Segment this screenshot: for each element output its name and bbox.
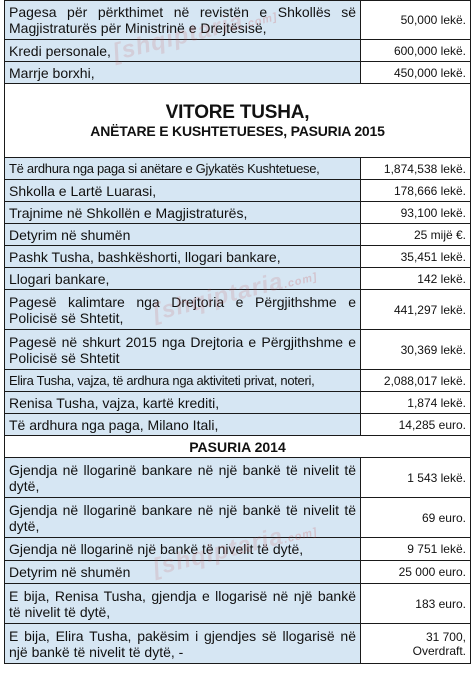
table-row: Pagesë në shkurt 2015 nga Drejtoria e Pë… [4,329,471,370]
row-value: 9 751 lekë. [360,537,471,561]
row-label: Elira Tusha, vajza, të ardhura nga aktiv… [4,369,361,392]
row-label: Detyrim në shumën [4,560,361,584]
row-label: Të ardhura nga paga si anëtare e Gjykatë… [4,157,361,180]
table-row: Të ardhura nga paga si anëtare e Gjykatë… [4,157,471,180]
row-value: 600,000 lekë. [360,39,471,62]
row-label: Pagesë kalimtare nga Drejtoria e Përgjit… [4,289,361,330]
row-label: Gjendja në llogarinë bankare në një bank… [4,497,361,538]
row-label: Pashk Tusha, bashkëshorti, llogari banka… [4,245,361,268]
row-label: Pagesë në shkurt 2015 nga Drejtoria e Pë… [4,329,361,370]
row-label: Të ardhura nga paga, Milano Itali, [4,413,361,436]
heading-row: VITORE TUSHA, ANËTARE E KUSHTETUESES, PA… [4,83,471,158]
table-row: Pashk Tusha, bashkëshorti, llogari banka… [4,245,471,268]
row-value: 441,297 lekë. [360,289,471,330]
row-value: 1 543 lekë. [360,457,471,498]
row-label: Gjendja në llogarinë bankare në një bank… [4,457,361,498]
value-line: Overdraft. [412,643,466,658]
row-value: 25 mijë €. [360,223,471,246]
table-row: Llogari bankare, 142 lekë. [4,267,471,290]
table-row: Gjendja në llogarinë një bankë të niveli… [4,537,471,561]
heading-name: VITORE TUSHA, [165,102,310,123]
table-row: E bija, Renisa Tusha, gjendja e llogaris… [4,583,471,624]
row-label: Kredi personale, [4,39,361,62]
row-value: 69 euro. [360,497,471,538]
row-value: 30,369 lekë. [360,329,471,370]
row-label: Gjendja në llogarinë një bankë të niveli… [4,537,361,561]
table-row: Kredi personale, 600,000 lekë. [4,39,471,62]
row-value: 25 000 euro. [360,560,471,584]
asset-declaration-table: Pagesa për përkthimet në revistën e Shko… [4,0,471,664]
table-row: Pagesa për përkthimet në revistën e Shko… [4,0,471,40]
row-value: 183 euro. [360,583,471,624]
row-value: 178,666 lekë. [360,179,471,202]
table-row: Gjendja në llogarinë bankare në një bank… [4,497,471,538]
row-value: 14,285 euro. [360,413,471,436]
table-row: Detyrim në shumën 25 mijë €. [4,223,471,246]
table-row: Renisa Tusha, vajza, kartë krediti, 1,87… [4,391,471,414]
row-label: Pagesa për përkthimet në revistën e Shko… [4,0,361,40]
section-heading: VITORE TUSHA, ANËTARE E KUSHTETUESES, PA… [4,83,471,158]
row-label: E bija, Elira Tusha, pakësim i gjendjes … [4,623,361,664]
row-value: 1,874,538 lekë. [360,157,471,180]
value-line: 31 700, [425,629,466,644]
row-label: Marrje borxhi, [4,61,361,84]
row-value: 1,874 lekë. [360,391,471,414]
row-value: 450,000 lekë. [360,61,471,84]
row-value: 35,451 lekë. [360,245,471,268]
table-row: Pagesë kalimtare nga Drejtoria e Përgjit… [4,289,471,330]
table-row: Trajnime në Shkollën e Magjistraturës, 9… [4,201,471,224]
table-row: Gjendja në llogarinë bankare në një bank… [4,457,471,498]
row-value: 93,100 lekë. [360,201,471,224]
row-value: 142 lekë. [360,267,471,290]
row-value: 2,088,017 lekë. [360,369,471,392]
heading-subtitle: ANËTARE E KUSHTETUESES, PASURIA 2015 [90,123,385,139]
table-row: Shkolla e Lartë Luarasi, 178,666 lekë. [4,179,471,202]
table-row: Elira Tusha, vajza, të ardhura nga aktiv… [4,369,471,392]
section-title: PASURIA 2014 [4,435,471,458]
row-label: Renisa Tusha, vajza, kartë krediti, [4,391,361,414]
row-value: 31 700, Overdraft. [360,623,471,664]
section-row: PASURIA 2014 [4,435,471,458]
row-value: 50,000 lekë. [360,0,471,40]
row-label: Trajnime në Shkollën e Magjistraturës, [4,201,361,224]
table-row: E bija, Elira Tusha, pakësim i gjendjes … [4,623,471,664]
table-row: Të ardhura nga paga, Milano Itali, 14,28… [4,413,471,436]
row-label: Llogari bankare, [4,267,361,290]
table-row: Detyrim në shumën 25 000 euro. [4,560,471,584]
table-row: Marrje borxhi, 450,000 lekë. [4,61,471,84]
row-label: Shkolla e Lartë Luarasi, [4,179,361,202]
row-label: E bija, Renisa Tusha, gjendja e llogaris… [4,583,361,624]
row-label: Detyrim në shumën [4,223,361,246]
